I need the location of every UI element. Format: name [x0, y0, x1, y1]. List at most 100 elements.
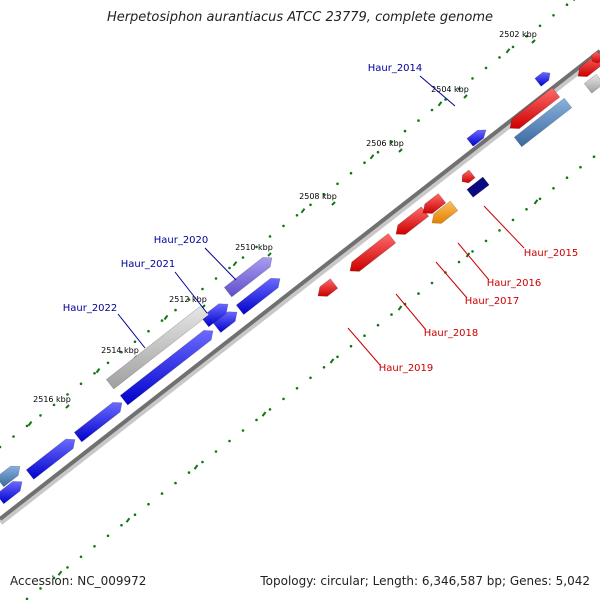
track-dot: [309, 203, 312, 207]
track-dash: [572, 0, 576, 2]
track-dot: [336, 182, 339, 186]
track-dot: [565, 3, 569, 6]
topology-stats-text: Topology: circular; Length: 6,346,587 bp…: [260, 574, 590, 588]
track-dot: [430, 108, 434, 112]
forward-gene-arrow: [25, 438, 76, 480]
track-dot: [147, 329, 150, 333]
accession-text: Accession: NC_009972: [10, 574, 147, 588]
kbp-tick-label: 2514 kbp: [101, 346, 139, 355]
track-dot: [363, 334, 366, 338]
track-dot: [228, 266, 231, 270]
track-dot: [201, 460, 204, 464]
track-dash: [163, 314, 169, 321]
track-dot: [282, 397, 285, 401]
track-dot: [538, 197, 542, 201]
track-dot: [0, 445, 2, 449]
track-dot: [363, 161, 366, 164]
track-dot: [25, 597, 29, 600]
genome-backbone-shadow: [0, 51, 600, 525]
map-title: Herpetosiphon aurantiacus ATCC 23779, co…: [106, 10, 494, 25]
gene-label-leader: [419, 75, 456, 107]
track-dot: [93, 545, 96, 548]
track-dot: [322, 193, 326, 196]
track-dot: [241, 256, 245, 259]
kbp-tick-mark: [331, 201, 336, 206]
gene-label-leader: [395, 293, 427, 331]
track-dash: [232, 261, 238, 267]
kbp-tick-mark: [531, 39, 536, 44]
gene-label-leader: [347, 327, 381, 366]
track-dot: [133, 513, 137, 516]
track-dot: [39, 414, 42, 417]
gene-label-leader: [435, 261, 468, 299]
kbp-tick-label: 2502 kbp: [499, 30, 537, 39]
gene-label-leader: [204, 247, 237, 281]
track-dot: [52, 403, 56, 407]
gene-label-leader: [174, 271, 208, 314]
track-dot: [133, 340, 137, 344]
track-dot: [120, 523, 123, 527]
kbp-tick-label: 2510 kbp: [235, 243, 273, 252]
track-dot: [471, 250, 474, 253]
track-dot: [430, 281, 434, 285]
reverse-gene-arrow: [422, 193, 447, 214]
gene-label-haur-2020: Haur_2020: [154, 235, 209, 246]
gene-label-haur-2016: Haur_2016: [487, 278, 542, 289]
track-dot: [120, 350, 123, 354]
track-dot: [511, 218, 515, 222]
track-dot: [160, 319, 164, 322]
track-dot: [552, 187, 555, 190]
track-dot: [565, 176, 569, 179]
gene-label-haur-2015: Haur_2015: [524, 248, 579, 259]
track-dot: [255, 245, 258, 249]
gene-label-layer: Haur_2014 Haur_2015 Haur_2016 Haur_2017 Haur…: [63, 63, 579, 374]
kbp-tick-label: 2506 kbp: [366, 139, 404, 148]
track-dot: [52, 576, 56, 580]
track-dot: [376, 150, 380, 154]
gene-label-haur-2022: Haur_2022: [63, 303, 118, 314]
track-dot: [295, 387, 299, 390]
track-dot: [295, 214, 299, 217]
track-dot: [39, 587, 42, 590]
track-dot: [336, 355, 339, 359]
track-dot: [228, 439, 231, 443]
forward-gene-arrow: [466, 129, 487, 147]
track-dot: [498, 56, 501, 59]
track-dot: [417, 119, 420, 122]
track-dot: [484, 66, 488, 70]
track-dot: [241, 429, 245, 432]
genome-backbone: [0, 49, 600, 521]
reverse-gene-arrow: [349, 233, 397, 272]
track-dot: [255, 418, 258, 422]
track-dot: [376, 323, 380, 327]
track-dot: [106, 361, 110, 365]
track-dot: [12, 435, 15, 438]
track-dot: [66, 393, 69, 396]
track-dash: [369, 154, 375, 160]
track-dot: [322, 366, 326, 369]
track-dot: [457, 87, 461, 91]
track-dot: [471, 77, 474, 80]
track-dot: [309, 376, 312, 380]
track-dot: [403, 129, 407, 133]
orange-gene-arrow: [431, 200, 459, 224]
gene-label-leader: [483, 205, 525, 249]
track-dot: [174, 308, 177, 312]
violet-gene-arrow: [223, 257, 273, 298]
track-dot: [390, 313, 393, 316]
pseudo-gene-bar: [583, 73, 600, 94]
kbp-tick-label: 2508 kbp: [299, 192, 337, 201]
track-dash: [57, 570, 63, 576]
gene-label-haur-2019: Haur_2019: [379, 363, 434, 374]
track-dash: [329, 358, 335, 364]
track-dash: [437, 101, 443, 107]
navy-gene-box: [466, 176, 490, 198]
track-dot: [79, 382, 83, 386]
track-dot: [538, 24, 542, 28]
track-dot: [417, 292, 420, 295]
track-dash: [505, 48, 511, 54]
gene-label-haur-2014: Haur_2014: [368, 63, 423, 74]
track-dot: [93, 372, 96, 375]
track-dot: [525, 35, 528, 38]
gene-label-haur-2017: Haur_2017: [465, 296, 520, 307]
